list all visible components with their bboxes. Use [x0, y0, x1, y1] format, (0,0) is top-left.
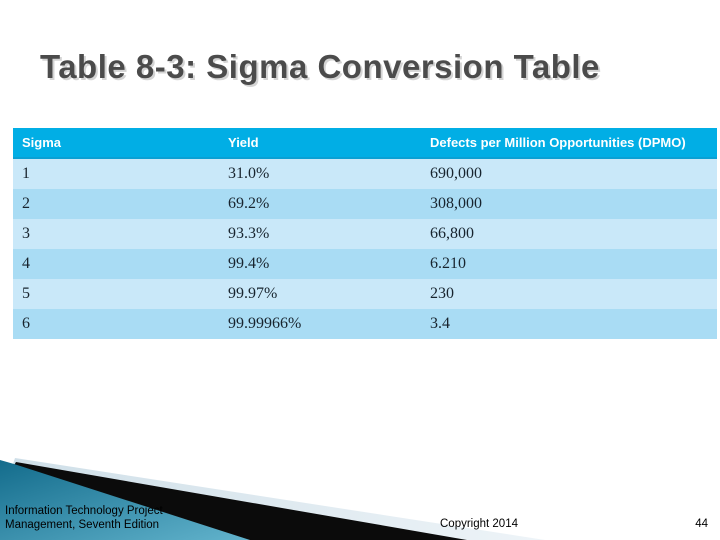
footer-swoosh-decoration — [0, 458, 545, 540]
yield-cell: 99.97% — [228, 285, 278, 302]
sigma-conversion-table: Sigma Yield Defects per Million Opportun… — [13, 128, 717, 339]
yield-cell: 99.99966% — [228, 315, 302, 332]
yield-cell: 69.2% — [228, 195, 270, 212]
dpmo-cell: 66,800 — [430, 225, 474, 242]
table-row: 4 99.4% 6.210 — [13, 249, 717, 279]
dpmo-cell: 230 — [430, 285, 454, 302]
footer-book-title: Information Technology Project Managemen… — [5, 504, 163, 532]
dpmo-cell: 690,000 — [430, 165, 482, 182]
yield-cell: 31.0% — [228, 165, 270, 182]
dpmo-cell: 3.4 — [430, 315, 450, 332]
slide-page-number: 44 — [695, 518, 708, 530]
column-header-dpmo: Defects per Million Opportunities (DPMO) — [430, 135, 686, 150]
sigma-cell: 5 — [22, 285, 30, 302]
table-row: 3 93.3% 66,800 — [13, 219, 717, 249]
column-header-sigma: Sigma — [22, 135, 62, 150]
slide-title: Table 8-3: Sigma Conversion Table — [40, 48, 600, 85]
dpmo-cell: 6.210 — [430, 255, 466, 272]
table-row: 5 99.97% 230 — [13, 279, 717, 309]
sigma-cell: 6 — [22, 315, 30, 332]
sigma-cell: 1 — [22, 165, 30, 182]
sigma-cell: 3 — [22, 225, 30, 242]
column-header-yield: Yield — [228, 135, 259, 150]
footer-book-title-line2: Management, Seventh Edition — [5, 519, 160, 531]
yield-cell: 99.4% — [228, 255, 270, 272]
table-header-row: Sigma Yield Defects per Million Opportun… — [13, 128, 717, 159]
dpmo-cell: 308,000 — [430, 195, 482, 212]
sigma-cell: 4 — [22, 255, 30, 272]
yield-cell: 93.3% — [228, 225, 270, 242]
footer-copyright: Copyright 2014 — [440, 518, 518, 530]
footer-book-title-line1: Information Technology Project — [5, 505, 163, 517]
table-row: 1 31.0% 690,000 — [13, 159, 717, 189]
sigma-cell: 2 — [22, 195, 30, 212]
table-row: 2 69.2% 308,000 — [13, 189, 717, 219]
table-row: 6 99.99966% 3.4 — [13, 309, 717, 339]
